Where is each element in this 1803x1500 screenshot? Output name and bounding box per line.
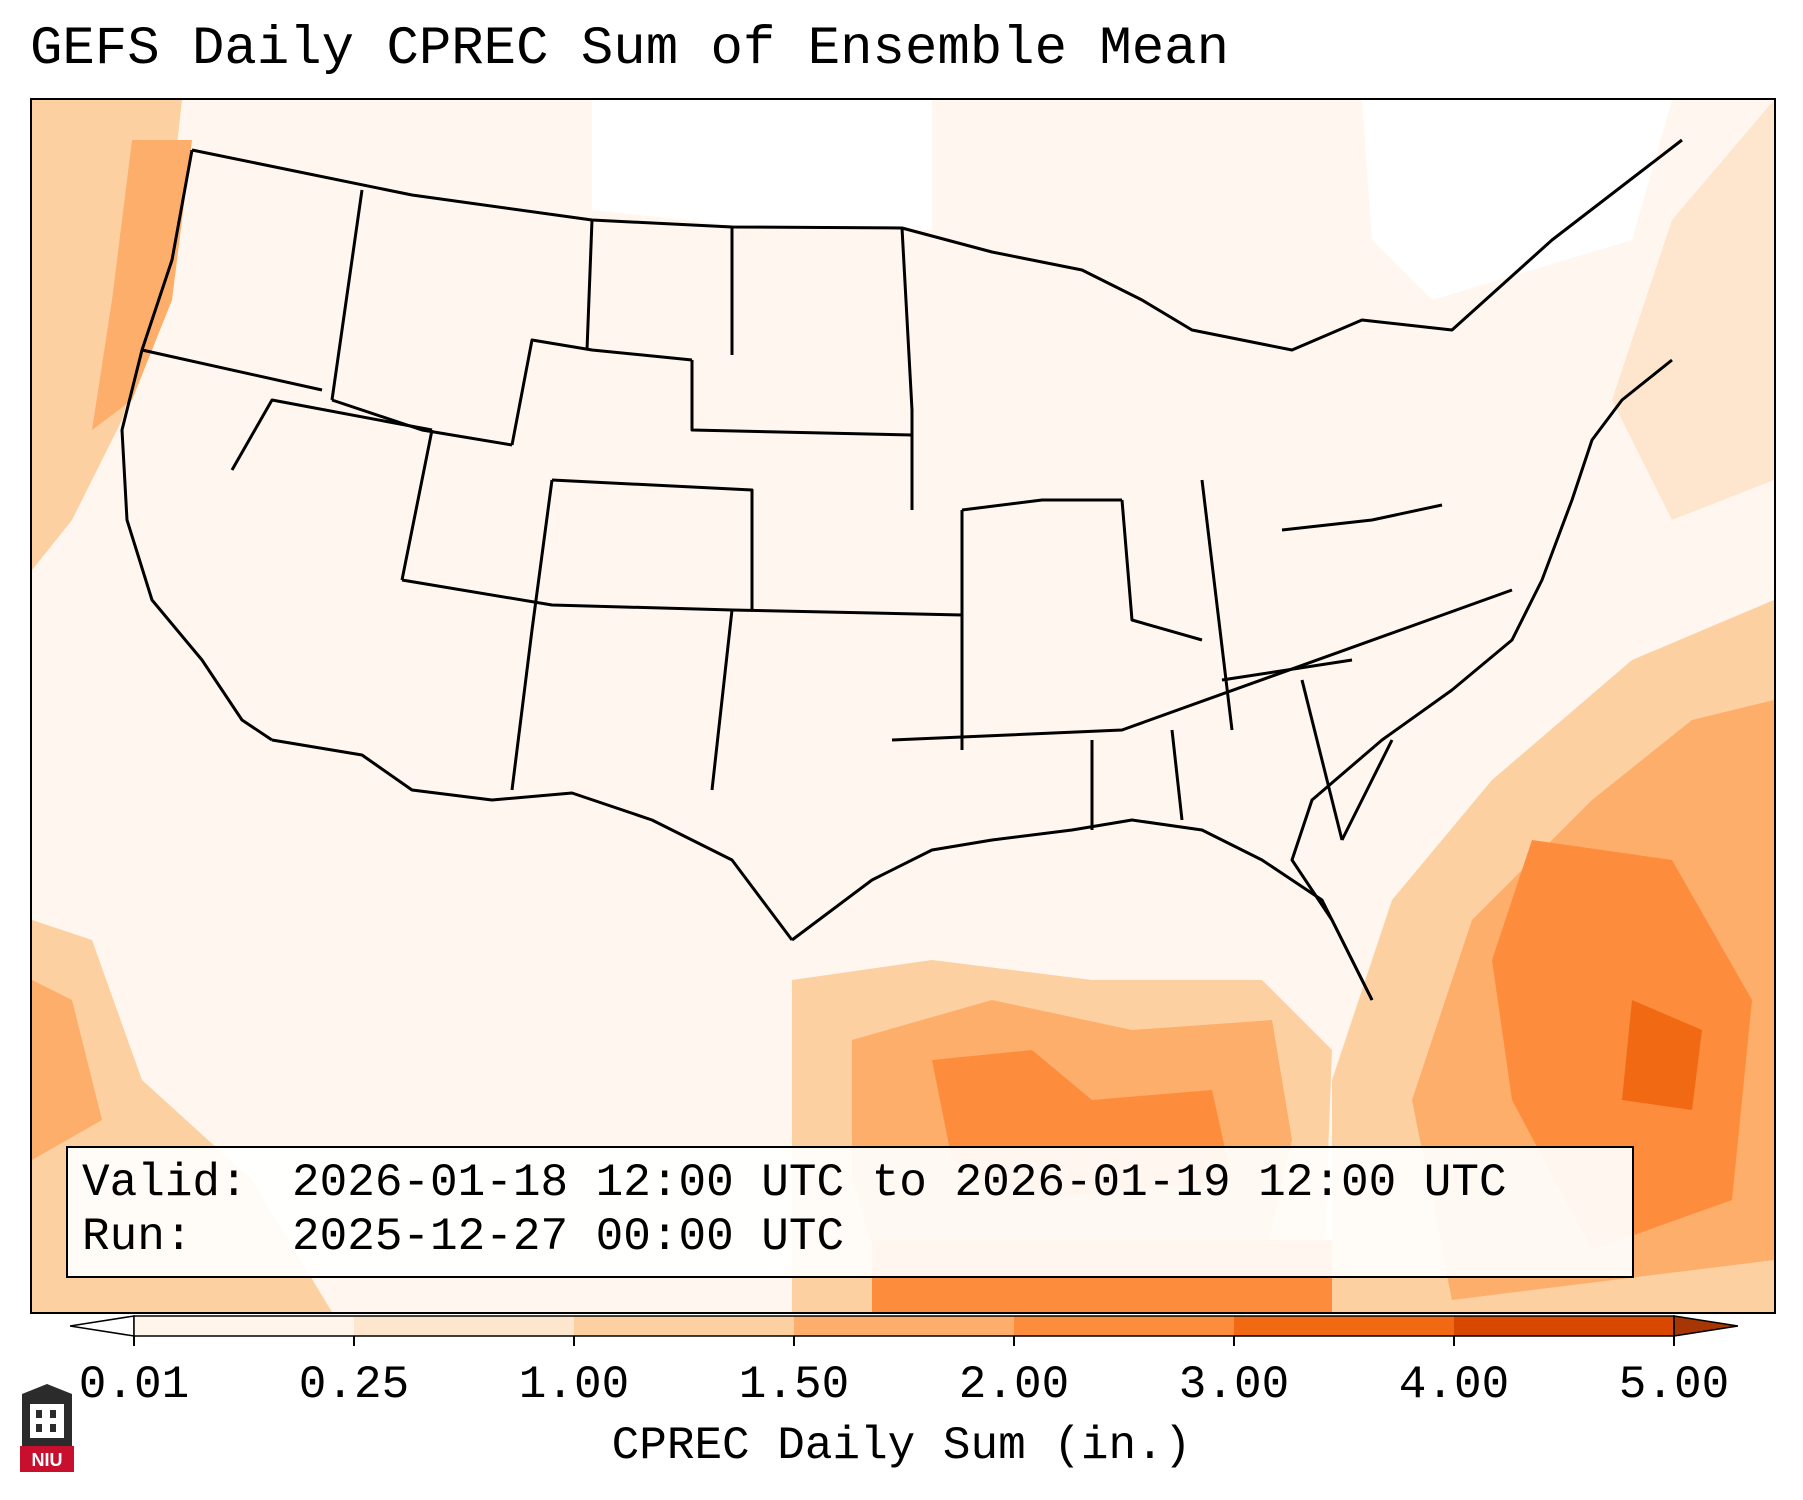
colorbar-over-extension xyxy=(1673,1315,1738,1337)
state-borders xyxy=(120,138,1683,1001)
colorbar-outline xyxy=(133,1315,1675,1337)
colorbar-segment xyxy=(1014,1316,1235,1336)
valid-label: Valid: xyxy=(82,1157,248,1209)
info-box: Valid: 2026-01-18 12:00 UTC to 2026-01-19… xyxy=(66,1146,1634,1278)
niu-logo: NIU xyxy=(20,1384,74,1472)
colorbar-label: CPREC Daily Sum (in.) xyxy=(611,1420,1192,1472)
precipitation-map xyxy=(32,100,1774,1312)
colorbar-tick-label: 0.25 xyxy=(298,1359,410,1411)
colorbar xyxy=(70,1315,1738,1346)
colorbar-tick-label: 1.00 xyxy=(518,1359,630,1411)
run-value: 2025-12-27 00:00 UTC xyxy=(292,1211,845,1263)
valid-line: Valid: 2026-01-18 12:00 UTC to 2026-01-19… xyxy=(82,1156,1618,1210)
pacific-precip-core xyxy=(92,140,192,430)
run-line: Run: 2025-12-27 00:00 UTC xyxy=(82,1210,1618,1264)
colorbar-segment xyxy=(794,1316,1015,1336)
logo-text: NIU xyxy=(32,1450,63,1470)
colorbar-tick-label: 3.00 xyxy=(1178,1359,1290,1411)
map-panel xyxy=(30,98,1776,1314)
page-title: GEFS Daily CPREC Sum of Ensemble Mean xyxy=(30,19,1229,80)
canada-east-dry xyxy=(1362,100,1672,300)
run-label: Run: xyxy=(82,1211,193,1263)
atlantic-precip-peak xyxy=(1622,1000,1702,1110)
valid-value: 2026-01-18 12:00 UTC to 2026-01-19 12:00… xyxy=(292,1157,1507,1209)
colorbar-segment xyxy=(1234,1316,1455,1336)
colorbar-tick-label: 0.01 xyxy=(78,1359,190,1411)
colorbar-segment xyxy=(574,1316,795,1336)
colorbar-tick-label: 5.00 xyxy=(1618,1359,1730,1411)
colorbar-under-extension xyxy=(70,1315,135,1337)
colorbar-segment xyxy=(134,1316,355,1336)
colorbar-segment xyxy=(354,1316,575,1336)
colorbar-segment xyxy=(1454,1316,1675,1336)
colorbar-tick-label: 1.50 xyxy=(738,1359,850,1411)
northern-plains-dry xyxy=(592,100,932,230)
colorbar-tick-label: 2.00 xyxy=(958,1359,1070,1411)
northeast-offshore-band xyxy=(1612,100,1774,520)
southwest-offshore-core xyxy=(32,980,102,1160)
colorbar-tick-label: 4.00 xyxy=(1398,1359,1510,1411)
